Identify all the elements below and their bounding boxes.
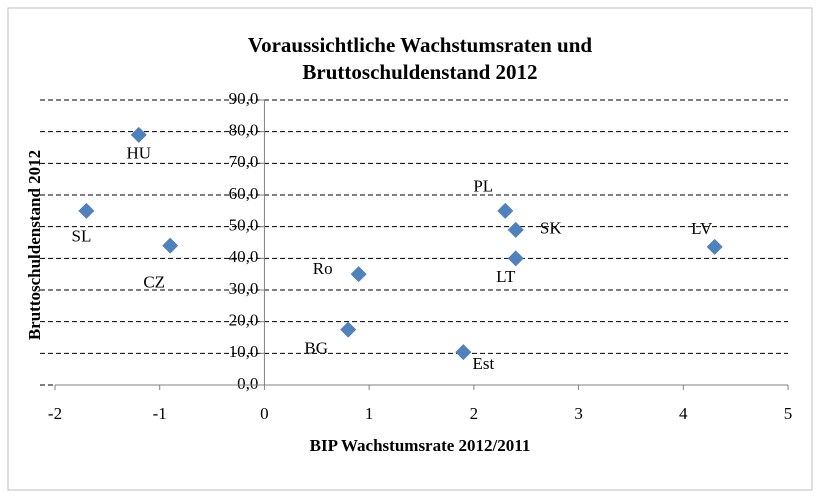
- point: [340, 321, 357, 338]
- y-tick-label: 0,0: [237, 374, 258, 393]
- x-tick-label: 4: [679, 404, 688, 423]
- x-tick-label: 3: [574, 404, 583, 423]
- data-label: SL: [71, 227, 91, 246]
- data-label: LV: [691, 219, 713, 238]
- point: [162, 237, 179, 254]
- y-tick-label: 10,0: [229, 342, 259, 361]
- y-tick-label: 80,0: [229, 121, 259, 140]
- point: [706, 238, 723, 255]
- chart-title: Bruttoschuldenstand 2012: [302, 60, 537, 84]
- data-label: Ro: [313, 259, 333, 278]
- point: [507, 250, 524, 267]
- point: [350, 266, 367, 283]
- data-label: BG: [304, 338, 328, 357]
- data-label: Est: [473, 354, 495, 373]
- y-tick-label: 50,0: [229, 216, 259, 235]
- y-tick-label: 70,0: [229, 152, 259, 171]
- x-tick-label: -2: [48, 404, 62, 423]
- y-tick-label: 30,0: [229, 279, 259, 298]
- point: [455, 344, 472, 361]
- y-tick-label: 60,0: [229, 184, 259, 203]
- y-axis-title: Bruttoschuldenstand 2012: [25, 150, 44, 340]
- data-label: CZ: [143, 273, 165, 292]
- point: [130, 126, 147, 143]
- y-tick-label: 90,0: [229, 89, 259, 108]
- y-tick-label: 20,0: [229, 311, 259, 330]
- data-label: PL: [473, 177, 493, 196]
- x-tick-label: 2: [470, 404, 479, 423]
- chart-title: Voraussichtliche Wachstumsraten und: [248, 33, 593, 57]
- point: [78, 202, 95, 219]
- x-tick-label: 5: [784, 404, 793, 423]
- chart-frame: [7, 7, 813, 491]
- data-label: HU: [126, 144, 151, 163]
- point: [507, 221, 524, 238]
- x-tick-label: 1: [365, 404, 374, 423]
- data-label: LT: [496, 267, 516, 286]
- point: [497, 202, 514, 219]
- x-tick-label: -1: [153, 404, 167, 423]
- x-tick-label: 0: [260, 404, 269, 423]
- y-tick-label: 40,0: [229, 247, 259, 266]
- x-axis-title: BIP Wachstumsrate 2012/2011: [310, 436, 531, 455]
- data-label: SK: [540, 219, 562, 238]
